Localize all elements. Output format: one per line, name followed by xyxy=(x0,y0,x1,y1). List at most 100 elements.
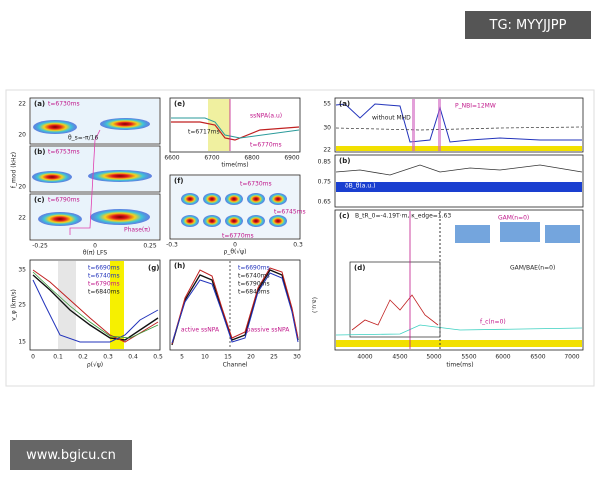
y-tick-label: 20 xyxy=(18,132,26,139)
annotation: B_tR_0=-4.19T·m, κ_edge=1.63 xyxy=(355,213,451,220)
panel-f xyxy=(169,174,301,240)
annotation: t=6745ms xyxy=(274,209,306,216)
panel-label: (a) xyxy=(34,100,45,108)
website: www.bgicu.cn xyxy=(10,440,132,470)
legend-entry: t=6840ms xyxy=(238,289,270,296)
x-tick-label: 6800 xyxy=(244,155,259,162)
legend-entry: t=6740ms xyxy=(238,273,270,280)
y-tick-label: 0.65 xyxy=(318,199,332,206)
annotation: δB_θ(a.u.) xyxy=(345,183,375,190)
watermark: TG: MYYJJPP xyxy=(465,11,591,39)
left-heatmaps xyxy=(29,97,161,241)
x-tick-label: 6600 xyxy=(164,155,179,162)
x-tick-label: 4000 xyxy=(357,354,372,361)
annotation: P_NBI=12MW xyxy=(455,103,496,110)
y-tick-label: 30 xyxy=(323,125,331,132)
x-tick-label: -0.25 xyxy=(32,243,48,250)
panel-label: (b) xyxy=(34,148,45,156)
annotation: GAM(n=0) xyxy=(498,215,529,222)
x-axis-label: θ(π) LFS xyxy=(83,250,108,257)
annotation: active ssNPA xyxy=(181,327,220,334)
x-tick-label: 5 xyxy=(180,354,184,361)
x-axis-label: Channel xyxy=(223,362,248,369)
panel-label: (d) xyxy=(354,264,365,272)
x-axis-label: ρ_θ(√ψ) xyxy=(224,249,247,256)
y-tick-label: 0.85 xyxy=(318,159,332,166)
x-tick-label: 6000 xyxy=(495,354,510,361)
annotation: t=6770ms xyxy=(222,233,254,240)
x-tick-label: 25 xyxy=(270,354,278,361)
x-tick-label: 0.5 xyxy=(153,354,163,361)
panel-label: (b) xyxy=(339,157,350,165)
y-tick-label: 20 xyxy=(18,184,26,191)
x-axis-label: time(ms) xyxy=(221,162,248,169)
annotation: t=6730ms xyxy=(48,101,80,108)
x-tick-label: 6500 xyxy=(530,354,545,361)
y-tick-label: 55 xyxy=(323,101,331,108)
x-tick-label: 7000 xyxy=(564,354,579,361)
x-tick-label: 0.25 xyxy=(143,243,157,250)
annotation: f_c(n=0) xyxy=(480,319,506,326)
panel-label: (c) xyxy=(339,212,350,220)
x-tick-label: 15 xyxy=(224,354,232,361)
x-tick-label: 30 xyxy=(293,354,301,361)
legend-entry: t=6790ms xyxy=(238,281,270,288)
y-tick-label: 15 xyxy=(18,339,26,346)
panel-label: (g) xyxy=(148,264,159,272)
figure: (a) (b) (c) t=6730ms t=6753ms t=6790ms θ… xyxy=(5,89,595,387)
panel-label: (a) xyxy=(339,100,350,108)
x-tick-label: 10 xyxy=(201,354,209,361)
annotation: t=6770ms xyxy=(250,142,282,149)
x-axis-label: ρ(√ψ) xyxy=(87,362,103,369)
annotation: t=6753ms xyxy=(48,149,80,156)
x-tick-label: 0.2 xyxy=(78,354,88,361)
y-tick-label: 25 xyxy=(18,302,26,309)
y-axis-label: v_φ (km/s) xyxy=(11,289,18,321)
panel-label: (c) xyxy=(34,196,45,204)
panel-label: (h) xyxy=(174,262,185,270)
x-tick-label: -0.3 xyxy=(166,242,178,249)
x-tick-label: 4500 xyxy=(392,354,407,361)
annotation: without MHD xyxy=(372,115,411,122)
x-tick-label: 0.4 xyxy=(128,354,138,361)
x-tick-label: 0 xyxy=(233,242,237,249)
y-tick-label: 35 xyxy=(18,267,26,274)
y-tick-label: 22 xyxy=(18,215,26,222)
annotation: t=6790ms xyxy=(48,197,80,204)
legend-entry: t=6740ms xyxy=(88,273,120,280)
panel-h xyxy=(169,259,301,351)
panel-g xyxy=(29,259,161,351)
y-tick-label: 22 xyxy=(18,101,26,108)
legend-entry: t=6790ms xyxy=(88,281,120,288)
x-tick-label: 0.1 xyxy=(53,354,63,361)
panel-label: (e) xyxy=(174,100,185,108)
legend-entry: t=6690ms xyxy=(238,265,270,272)
x-tick-label: 0.3 xyxy=(103,354,113,361)
annotation: ssNPA(a.u) xyxy=(250,113,282,120)
y-tick-label: 22 xyxy=(323,147,331,154)
y-axis-label: f_mod (kHz) xyxy=(11,152,18,188)
annotation: Phase(π) xyxy=(124,227,150,234)
x-tick-label: 5000 xyxy=(426,354,441,361)
panel-e xyxy=(169,97,301,153)
legend-entry: t=6840ms xyxy=(88,289,120,296)
annotation: GAM/BAE(n=0) xyxy=(510,265,555,272)
x-tick-label: 6900 xyxy=(284,155,299,162)
annotation: t=6730ms xyxy=(240,181,272,188)
right-panels xyxy=(334,97,584,351)
x-tick-label: 0 xyxy=(93,243,97,250)
x-tick-label: 5500 xyxy=(461,354,476,361)
annotation: passive ssNPA xyxy=(247,327,291,334)
x-tick-label: 0 xyxy=(31,354,35,361)
annotation: t=6717ms xyxy=(188,129,220,136)
legend-entry: t=6690ms xyxy=(88,265,120,272)
x-tick-label: 6700 xyxy=(204,155,219,162)
x-axis-label: time(ms) xyxy=(446,362,473,369)
x-tick-label: 20 xyxy=(247,354,255,361)
x-tick-label: 0.3 xyxy=(293,242,303,249)
annotation: θ_s=-π/16 xyxy=(68,135,98,142)
y-axis-label: (a.u.) xyxy=(311,297,318,313)
panel-label: (f) xyxy=(174,177,183,185)
y-tick-label: 0.75 xyxy=(318,179,332,186)
